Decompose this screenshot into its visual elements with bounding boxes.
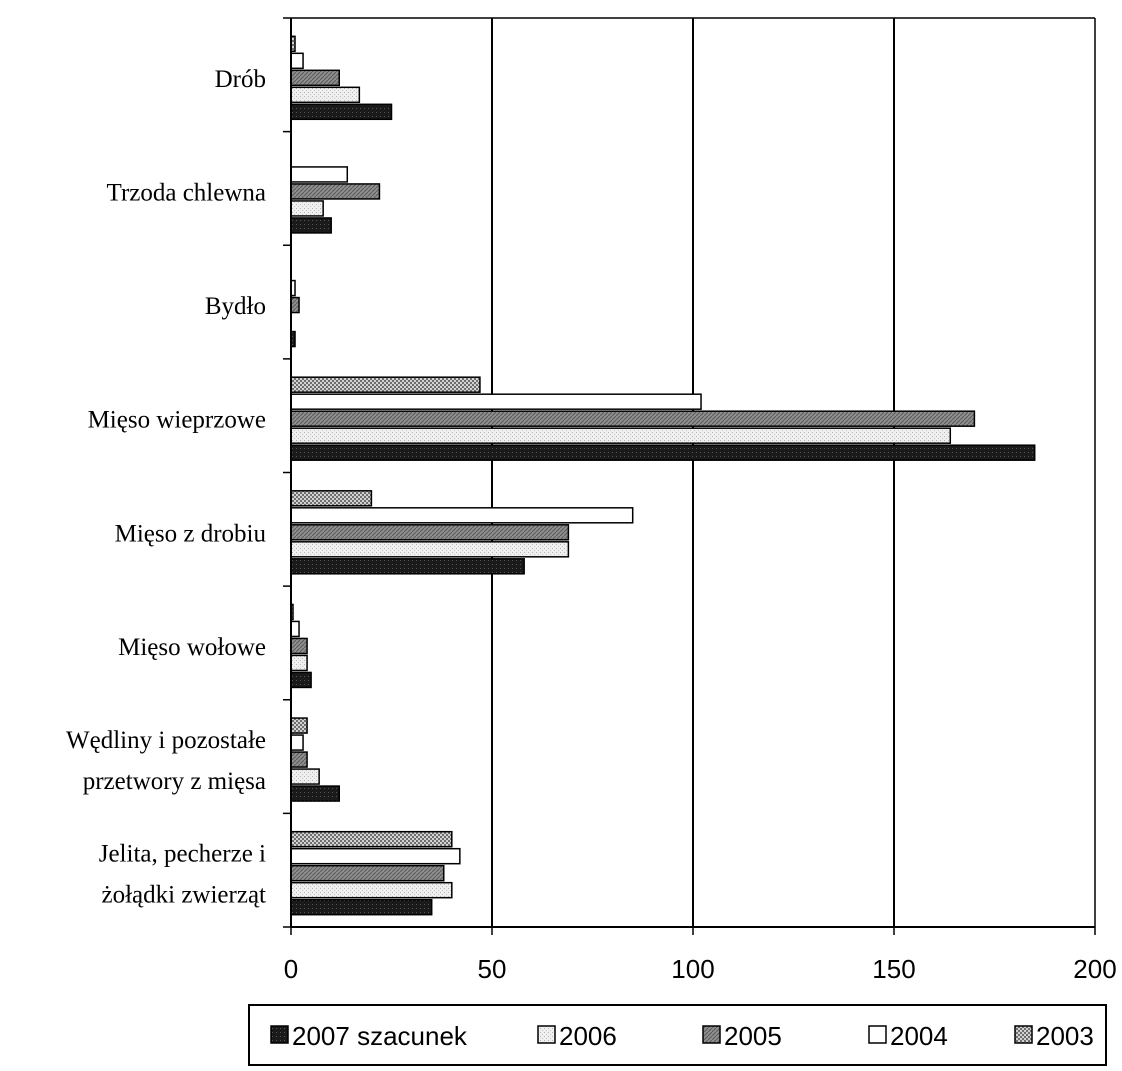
category-label-mieso-wieprzowe: Mięso wieprzowe — [88, 407, 266, 434]
category-label-drob: Drób — [215, 66, 266, 93]
legend-label-2007-szacunek: 2007 szacunek — [292, 1021, 468, 1051]
bar-mieso-z-drobiu-2007-szacunek — [290, 558, 525, 575]
bar-mieso-z-drobiu-2006 — [290, 541, 570, 558]
x-tick-label-200: 200 — [1073, 954, 1116, 984]
bar-jelita-2007-szacunek — [290, 898, 433, 916]
bar-jelita-2004 — [290, 847, 461, 865]
legend-box — [248, 1004, 1107, 1066]
category-label-bydlo: Bydło — [205, 293, 266, 320]
x-tick-label-50: 50 — [478, 954, 507, 984]
bar-mieso-z-drobiu-2005 — [290, 524, 570, 541]
grid-lines — [491, 18, 895, 927]
bar-mieso-wieprzowe-2005 — [290, 410, 976, 427]
bar-jelita-2003 — [290, 830, 453, 848]
bar-mieso-wolowe-2005 — [290, 637, 308, 655]
bar-mieso-wieprzowe-2006 — [290, 427, 952, 444]
legend-swatch-2003 — [1014, 1025, 1033, 1044]
bar-mieso-wolowe-2007-szacunek — [290, 671, 312, 689]
x-tick-label-150: 150 — [872, 954, 915, 984]
bar-mieso-z-drobiu-2004 — [290, 507, 634, 524]
bar-wedliny-2006 — [290, 768, 320, 785]
bar-drob-2007-szacunek — [290, 103, 393, 121]
bar-drob-2005 — [290, 69, 340, 87]
category-label-mieso-wolowe: Mięso wołowe — [118, 634, 266, 661]
legend: 2007 szacunek 2006 2005 2004 2003 — [248, 1004, 1107, 1066]
bar-wedliny-2004 — [290, 734, 304, 751]
legend-label-2004: 2004 — [890, 1021, 948, 1051]
bar-trzoda-2006 — [290, 200, 324, 217]
bar-mieso-wieprzowe-2007-szacunek — [290, 444, 1036, 461]
bar-trzoda-2005 — [290, 183, 381, 200]
legend-swatch-2004 — [868, 1025, 887, 1044]
bar-wedliny-2007-szacunek — [290, 785, 340, 802]
bar-mieso-wolowe-2004 — [290, 620, 300, 638]
bars — [290, 35, 1036, 916]
category-label-wedliny-1: Wędliny i pozostałe — [66, 727, 266, 754]
legend-swatch-2007-szacunek — [270, 1025, 289, 1044]
bar-jelita-2006 — [290, 881, 453, 899]
bar-mieso-wieprzowe-2004 — [290, 393, 702, 410]
bar-drob-2004 — [290, 52, 304, 70]
category-labels: Drób Trzoda chlewna Bydło Mięso wieprzowe Mi… — [66, 66, 266, 909]
bar-wedliny-2003 — [290, 717, 308, 734]
bar-mieso-wolowe-2006 — [290, 654, 308, 672]
bar-trzoda-2004 — [290, 166, 349, 183]
legend-swatch-2006 — [537, 1025, 556, 1044]
bar-trzoda-2007-szacunek — [290, 217, 332, 234]
bar-jelita-2005 — [290, 864, 445, 882]
legend-label-2006: 2006 — [559, 1021, 617, 1051]
x-tick-label-100: 100 — [671, 954, 714, 984]
axes — [283, 17, 1096, 935]
legend-label-2003: 2003 — [1036, 1021, 1094, 1051]
bar-mieso-wieprzowe-2003 — [290, 376, 481, 393]
legend-swatch-2005 — [702, 1025, 721, 1044]
category-label-jelita-1: Jelita, pecherze i — [99, 841, 266, 868]
category-label-mieso-z-drobiu: Mięso z drobiu — [115, 520, 267, 547]
bar-mieso-z-drobiu-2003 — [290, 490, 373, 507]
category-label-jelita-2: żołądki zwierząt — [102, 882, 267, 909]
legend-label-2005: 2005 — [724, 1021, 782, 1051]
tick-labels: 0 50 100 150 200 — [284, 954, 1117, 984]
bar-wedliny-2005 — [290, 751, 308, 768]
bar-drob-2006 — [290, 86, 361, 104]
x-tick-label-0: 0 — [284, 954, 298, 984]
bar-bydlo-2005 — [290, 296, 300, 314]
category-label-wedliny-2: przetwory z mięsa — [83, 768, 266, 795]
category-label-trzoda: Trzoda chlewna — [107, 179, 266, 206]
